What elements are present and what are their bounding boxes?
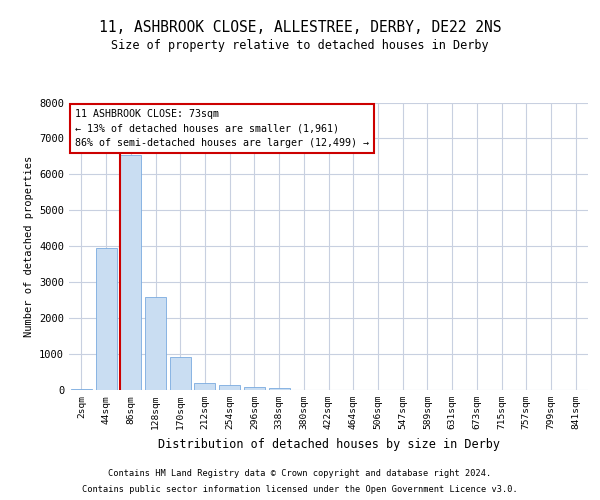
Text: 11, ASHBROOK CLOSE, ALLESTREE, DERBY, DE22 2NS: 11, ASHBROOK CLOSE, ALLESTREE, DERBY, DE… [99,20,501,35]
Bar [170,356,191,390]
X-axis label: Distribution of detached houses by size in Derby: Distribution of detached houses by size … [157,438,499,450]
Y-axis label: Number of detached properties: Number of detached properties [23,156,34,337]
Bar [244,387,265,390]
Bar [194,383,215,390]
Text: Size of property relative to detached houses in Derby: Size of property relative to detached ho… [111,38,489,52]
Bar [219,386,240,390]
Bar [95,248,116,390]
Bar [71,389,92,390]
Text: Contains public sector information licensed under the Open Government Licence v3: Contains public sector information licen… [82,484,518,494]
Bar [269,388,290,390]
Bar [120,154,141,390]
Bar [145,296,166,390]
Text: Contains HM Land Registry data © Crown copyright and database right 2024.: Contains HM Land Registry data © Crown c… [109,470,491,478]
Text: 11 ASHBROOK CLOSE: 73sqm
← 13% of detached houses are smaller (1,961)
86% of sem: 11 ASHBROOK CLOSE: 73sqm ← 13% of detach… [75,109,369,148]
